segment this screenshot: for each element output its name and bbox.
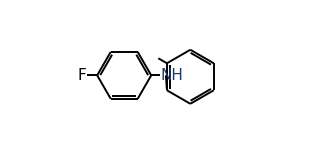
Text: F: F <box>77 68 86 83</box>
Text: NH: NH <box>160 68 183 83</box>
